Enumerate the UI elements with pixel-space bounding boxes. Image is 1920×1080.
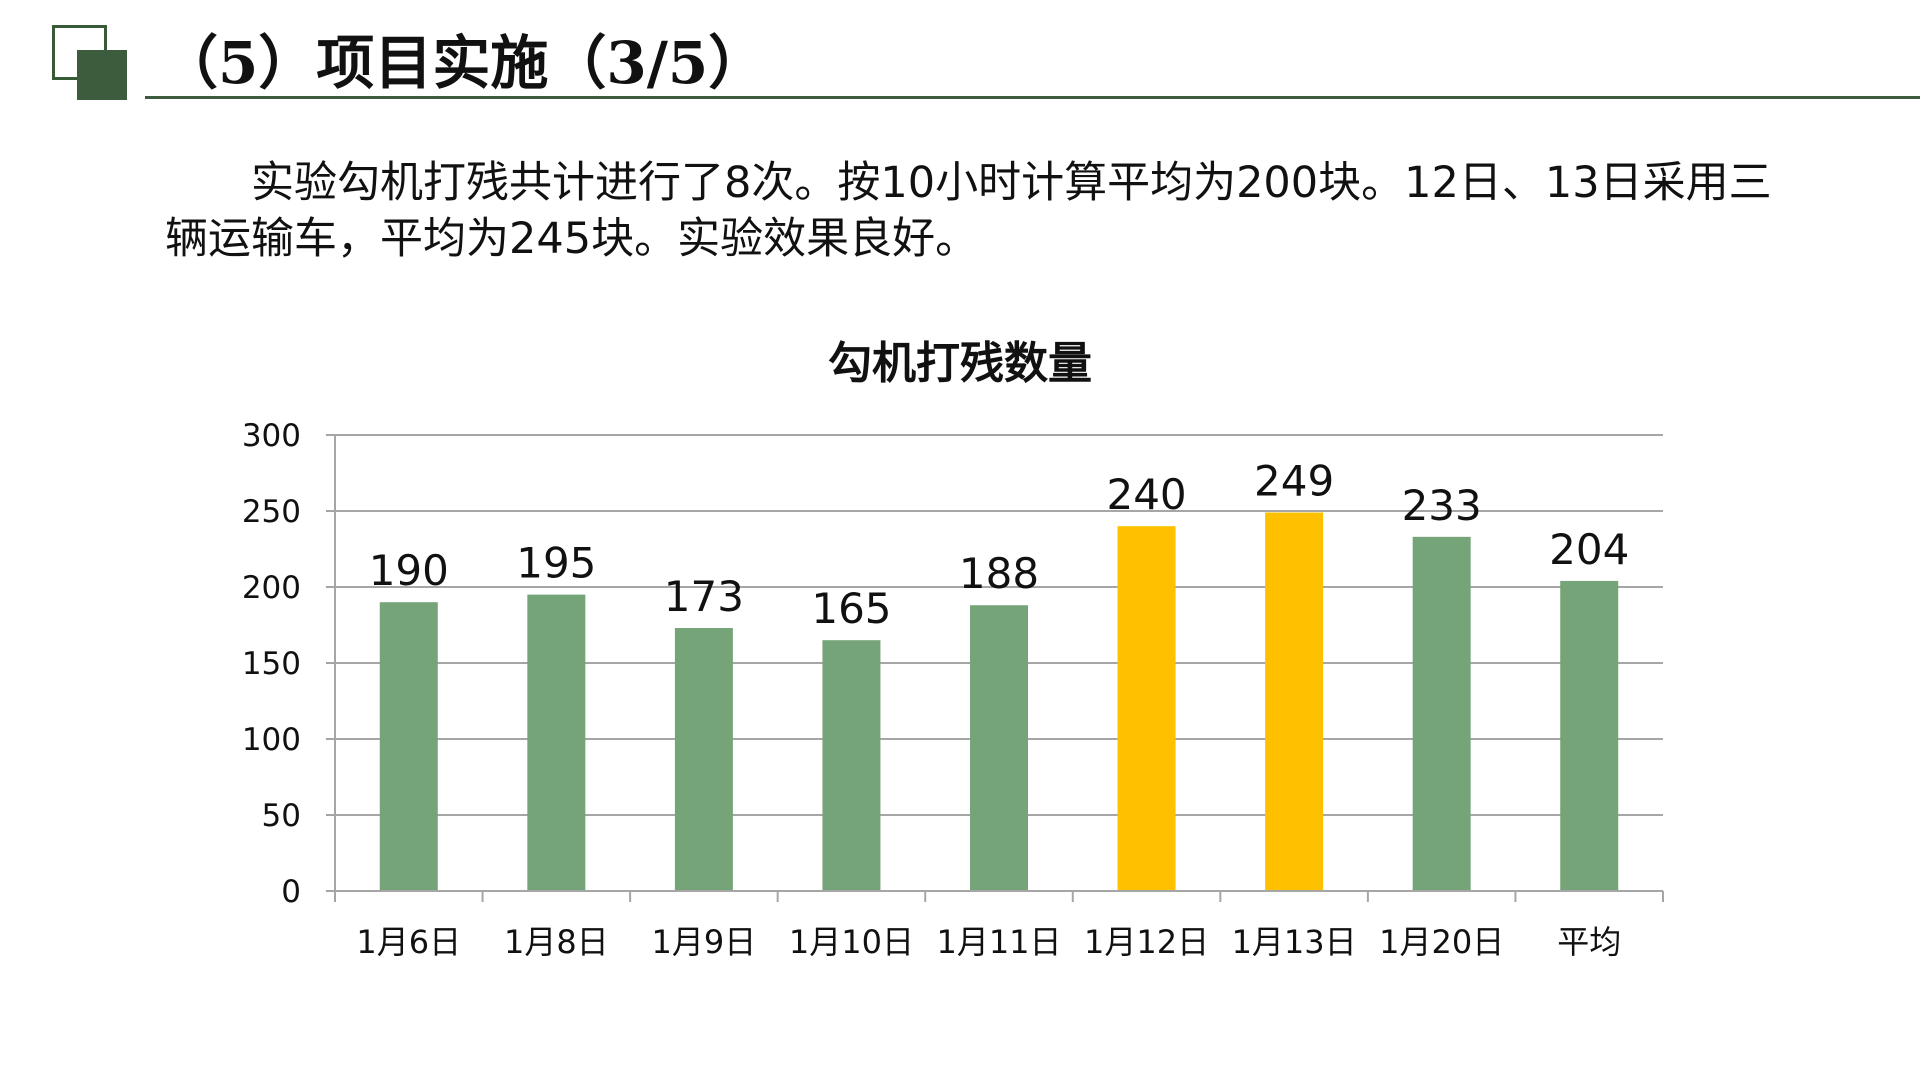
- data-label: 249: [1254, 457, 1334, 506]
- x-tick-label: 1月9日: [652, 923, 757, 961]
- y-tick-label: 250: [242, 494, 301, 530]
- y-tick-label: 150: [242, 646, 301, 682]
- y-tick-label: 300: [242, 418, 301, 454]
- bar: [822, 640, 881, 891]
- bar: [1412, 536, 1471, 891]
- x-tick-label: 1月12日: [1084, 923, 1209, 961]
- data-label: 190: [369, 546, 449, 595]
- data-label: 195: [516, 539, 596, 588]
- y-tick-label: 0: [281, 874, 301, 910]
- data-label: 165: [811, 584, 891, 633]
- data-label: 188: [959, 549, 1039, 598]
- x-tick-label: 1月10日: [789, 923, 914, 961]
- bar: [1560, 580, 1619, 891]
- slide-title: （5）项目实施（3/5）: [160, 29, 767, 97]
- bar: [527, 594, 586, 891]
- y-tick-label: 50: [262, 798, 301, 834]
- y-tick-label: 100: [242, 722, 301, 758]
- bar: [970, 605, 1028, 891]
- bar: [674, 628, 733, 891]
- bar: [1265, 512, 1324, 891]
- x-tick-label: 1月8日: [504, 923, 609, 961]
- data-label: 204: [1549, 525, 1629, 574]
- data-label: 240: [1106, 470, 1186, 519]
- intro-paragraph: 实验勾机打残共计进行了8次。按10小时计算平均为200块。12日、13日采用三辆…: [165, 158, 1772, 264]
- x-tick-label: 1月6日: [356, 923, 461, 961]
- data-label: 173: [664, 572, 744, 621]
- bar: [379, 602, 438, 891]
- title-underline: [145, 96, 1920, 99]
- x-tick-label: 1月20日: [1379, 923, 1504, 961]
- x-tick-label: 1月11日: [936, 923, 1061, 961]
- logo-filled-square: [77, 50, 127, 100]
- x-tick-label: 1月13日: [1232, 923, 1357, 961]
- bar: [1117, 526, 1176, 891]
- data-label: 233: [1402, 481, 1482, 530]
- x-tick-label: 平均: [1557, 923, 1621, 961]
- chart-title: 勾机打残数量: [828, 338, 1092, 389]
- y-tick-label: 200: [242, 570, 301, 606]
